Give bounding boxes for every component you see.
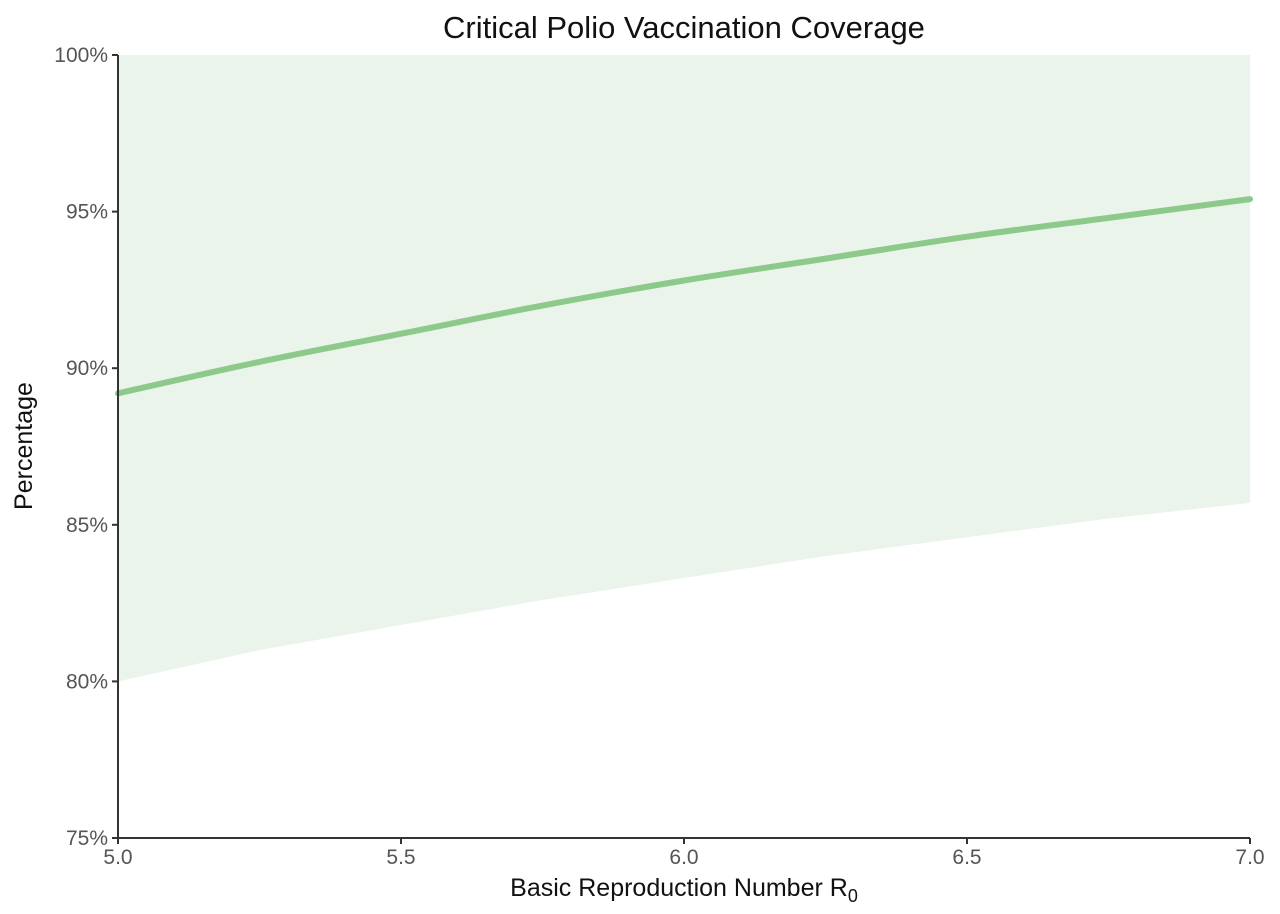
chart-title: Critical Polio Vaccination Coverage xyxy=(443,10,925,45)
y-tick-label: 100% xyxy=(54,44,108,67)
confidence-band xyxy=(118,55,1250,682)
x-axis-label-subscript: 0 xyxy=(848,886,858,906)
x-ticks: 5.0 5.5 6.0 6.5 7.0 xyxy=(103,838,1265,869)
y-tick-label: 90% xyxy=(66,357,108,380)
x-axis-label: Basic Reproduction Number R0 xyxy=(510,874,858,906)
x-tick-label: 5.0 xyxy=(103,846,132,869)
x-tick-label: 5.5 xyxy=(386,846,415,869)
x-axis-label-main: Basic Reproduction Number R xyxy=(510,874,848,902)
y-tick-label: 75% xyxy=(66,827,108,850)
y-tick-label: 80% xyxy=(66,670,108,693)
y-tick-label: 95% xyxy=(66,201,108,224)
y-tick-label: 85% xyxy=(66,514,108,537)
line-layer xyxy=(115,196,1253,397)
y-ticks: 75% 80% 85% 90% 95% 100% xyxy=(54,44,118,850)
y-axis-label: Percentage xyxy=(10,382,38,510)
band-layer xyxy=(118,55,1250,682)
x-tick-label: 6.0 xyxy=(669,846,698,869)
x-tick-label: 7.0 xyxy=(1235,846,1264,869)
x-tick-label: 6.5 xyxy=(952,846,981,869)
series-line xyxy=(115,196,1253,397)
